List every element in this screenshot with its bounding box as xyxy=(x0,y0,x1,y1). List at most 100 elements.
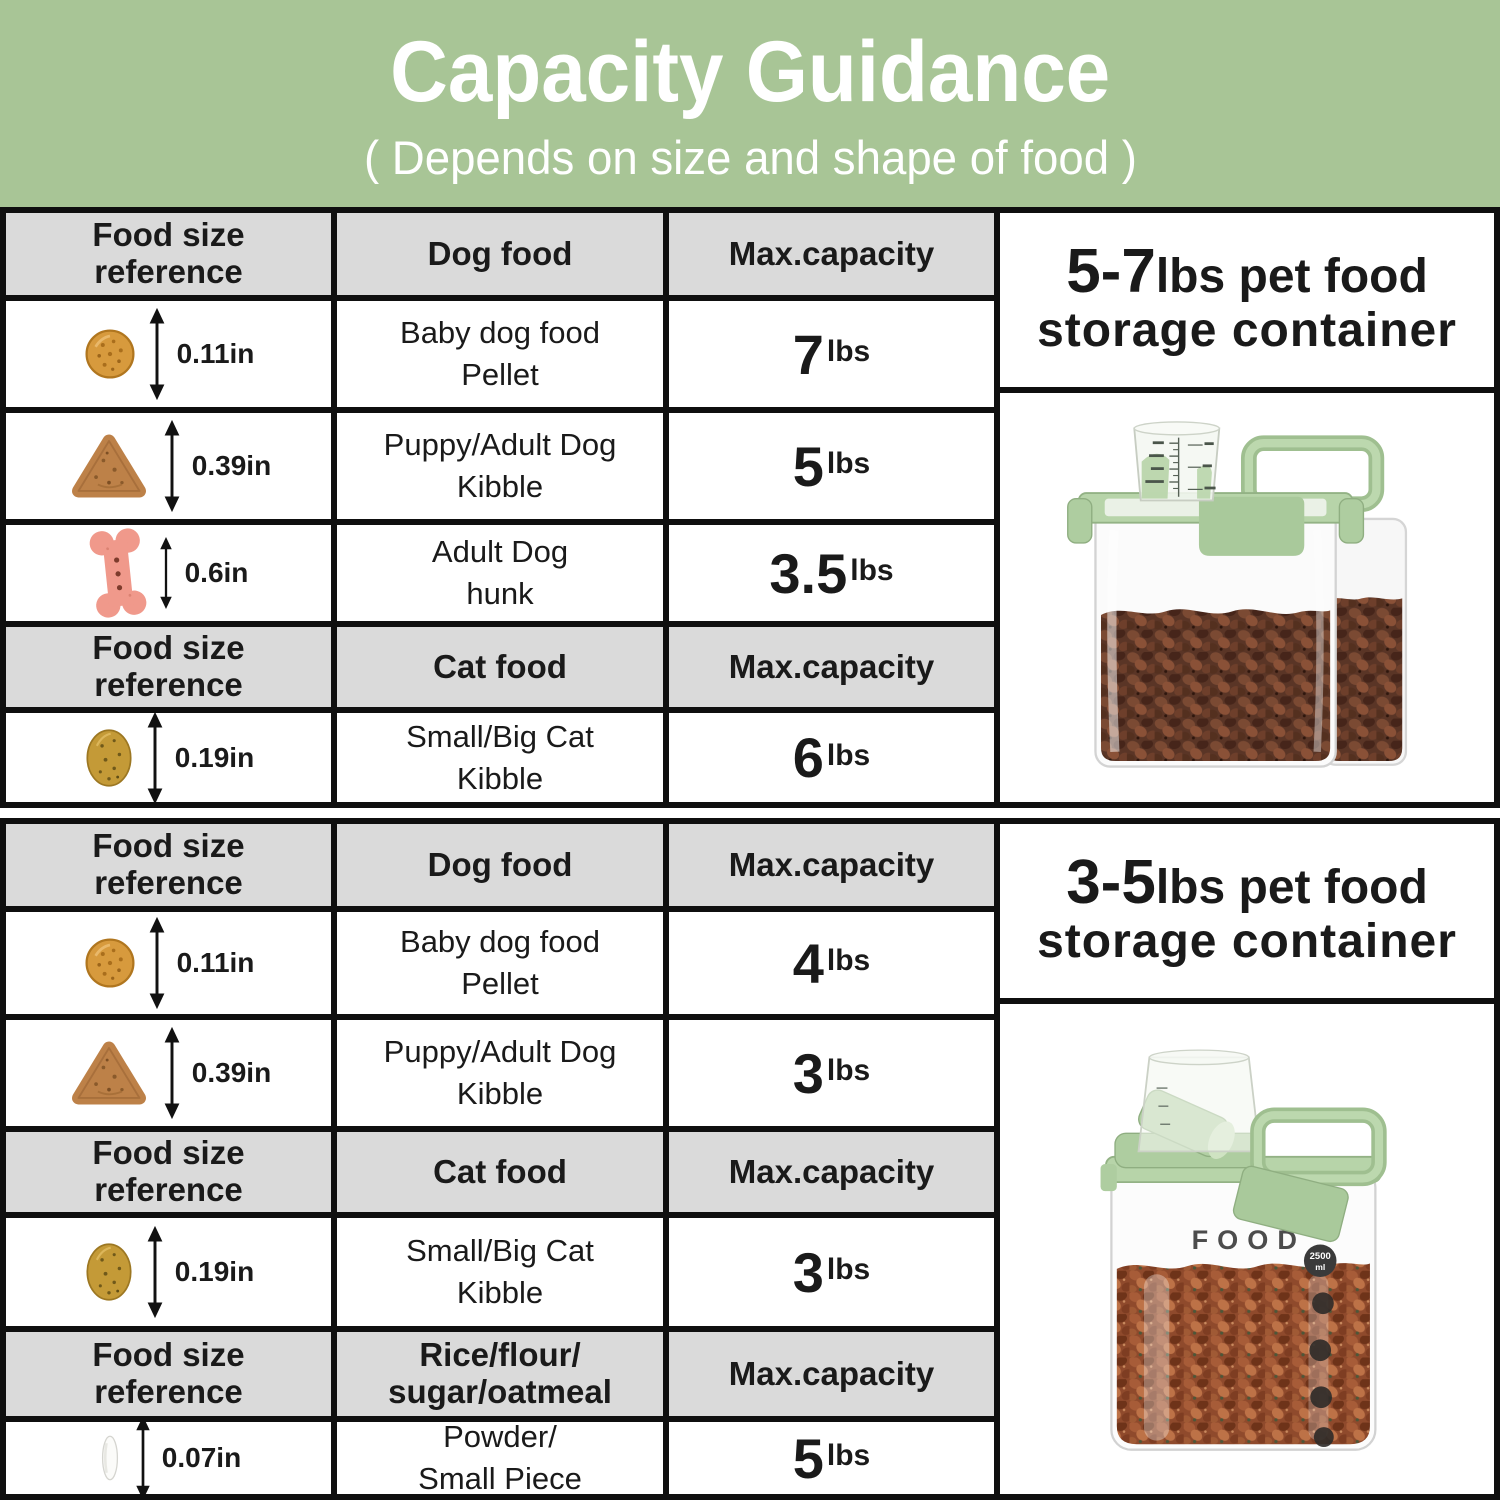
food-size-cell: 0.39in xyxy=(6,413,331,519)
capacity-badge xyxy=(1303,1244,1337,1278)
page-subtitle: ( Depends on size and shape of food ) xyxy=(363,130,1137,184)
food-size-grid-1: Food size reference Dog food Max.capacity… xyxy=(6,213,994,802)
column-header-food-size: Food size reference xyxy=(6,627,331,707)
measure-bracket-icon xyxy=(160,1026,184,1120)
header-line: Food size xyxy=(92,1336,245,1374)
column-header-max-capacity: Max.capacity xyxy=(669,1132,994,1212)
column-header-food-size: Food size reference xyxy=(6,213,331,295)
food-type-line: Small/Big Cat xyxy=(406,1233,594,1269)
pet-food-container-illustration xyxy=(1067,421,1408,768)
header-line: reference xyxy=(94,864,243,901)
food-size-label: 0.11in xyxy=(176,338,255,369)
food-type-line: Adult Dog xyxy=(431,534,569,570)
pellet-icon xyxy=(83,327,137,381)
capacity-table-3-5lbs: Food size reference Dog food Max.capacity… xyxy=(0,818,1500,1500)
capacity-cell: 3 lbs xyxy=(669,1020,994,1126)
column-header-max-capacity: Max.capacity xyxy=(669,213,994,295)
measure-bracket-icon xyxy=(143,1225,167,1319)
capacity-unit: lbs xyxy=(826,738,871,772)
capacity-table-5-7lbs: Food size reference Dog food Max.capacity… xyxy=(0,207,1500,808)
food-size-cell: 0.07in xyxy=(6,1422,331,1494)
panel-title-line2: storage container xyxy=(1037,304,1457,358)
bone-treat-icon xyxy=(84,525,151,621)
triangle-kibble-icon xyxy=(66,429,152,503)
panel-title-rest: lbs pet food xyxy=(1155,861,1428,915)
header-line: reference xyxy=(94,253,243,290)
capacity-cell: 3 lbs xyxy=(669,1218,994,1326)
capacity-value: 6 xyxy=(792,726,824,789)
column-header-cat-food: Cat food xyxy=(337,627,663,707)
food-type-line: Baby dog food xyxy=(400,924,600,960)
capacity-value: 5 xyxy=(792,1426,824,1490)
header-line: sugar/oatmeal xyxy=(388,1373,612,1410)
capacity-cell: 5 lbs xyxy=(669,413,994,519)
food-size-cell: 0.11in xyxy=(6,912,331,1014)
food-type-line: Kibble xyxy=(456,760,544,796)
column-header-dog-food: Dog food xyxy=(337,213,663,295)
food-type-line: Baby dog food xyxy=(400,315,600,351)
panel-title-rest: lbs pet food xyxy=(1155,250,1428,304)
header-line: reference xyxy=(94,1171,243,1208)
capacity-unit: lbs xyxy=(826,447,871,480)
badge-volume: 2500 xyxy=(1310,1251,1331,1262)
food-size-cell: 0.19in xyxy=(6,713,331,802)
capacity-cell: 5 lbs xyxy=(669,1422,994,1494)
measure-bracket-icon xyxy=(145,916,169,1010)
column-header-food-size: Food size reference xyxy=(6,1132,331,1212)
measure-bracket-icon xyxy=(145,307,169,401)
container-photo-3-5lbs: FOOD 2500 ml xyxy=(1000,1004,1494,1494)
food-size-grid-2: Food size reference Dog food Max.capacity… xyxy=(6,824,994,1494)
pet-food-container-illustration: FOOD 2500 ml xyxy=(1100,1049,1387,1451)
column-header-food-size: Food size reference xyxy=(6,1332,331,1416)
header-line: Food size xyxy=(92,216,245,254)
panel-title-line2: storage container xyxy=(1037,915,1457,969)
pellet-icon xyxy=(83,936,137,990)
food-size-label: 0.19in xyxy=(174,1256,255,1287)
header-line: Max.capacity xyxy=(728,234,935,272)
food-size-label: 0.11in xyxy=(176,947,255,978)
food-size-label: 0.07in xyxy=(161,1442,242,1473)
product-panel-3-5lbs: 3-5lbs pet food storage container xyxy=(1000,824,1494,1494)
food-type-line: Pellet xyxy=(461,966,539,1001)
capacity-value: 4 xyxy=(792,931,824,995)
capacity-value: 7 xyxy=(792,322,824,386)
measure-bracket-icon xyxy=(155,537,177,609)
header-line: Rice/flour/ xyxy=(419,1336,581,1374)
capacity-cell: 6 lbs xyxy=(669,713,994,802)
product-panel-5-7lbs: 5-7lbs pet food storage container xyxy=(1000,213,1494,802)
cat-kibble-icon xyxy=(83,725,135,791)
food-type-line: hunk xyxy=(466,576,534,611)
capacity-unit: lbs xyxy=(850,554,894,587)
column-header-max-capacity: Max.capacity xyxy=(669,1332,994,1416)
header-line: Food size xyxy=(92,827,245,865)
header-line: Food size xyxy=(92,629,245,667)
food-type-line: Small/Big Cat xyxy=(406,718,594,754)
measuring-cup xyxy=(1133,421,1221,502)
panel-title-line1: 3-5lbs pet food xyxy=(1066,852,1428,914)
food-type-line: Small Piece xyxy=(418,1461,582,1494)
triangle-kibble-icon xyxy=(66,1036,152,1110)
capacity-unit: lbs xyxy=(826,1054,871,1087)
capacity-unit: lbs xyxy=(826,944,871,977)
capacity-unit: lbs xyxy=(826,1439,871,1472)
column-header-cat-food: Cat food xyxy=(337,1132,663,1212)
food-type-line: Kibble xyxy=(456,1275,544,1310)
capacity-cell: 4 lbs xyxy=(669,912,994,1014)
header-line: Max.capacity xyxy=(728,1152,935,1190)
food-type-line: Pellet xyxy=(461,357,539,392)
panel-title-line1: 5-7lbs pet food xyxy=(1066,241,1428,303)
capacity-value: 3.5 xyxy=(769,541,848,605)
panel-title: 5-7lbs pet food storage container xyxy=(1000,213,1494,387)
capacity-cell: 7 lbs xyxy=(669,301,994,407)
food-type-line: Kibble xyxy=(456,469,544,504)
food-type-line: Puppy/Adult Dog xyxy=(383,427,617,463)
header-line: Max.capacity xyxy=(728,845,935,883)
column-header-food-size: Food size reference xyxy=(6,824,331,906)
food-type-cell: Small/Big Cat Kibble xyxy=(337,713,663,802)
food-type-line: Powder/ xyxy=(443,1422,557,1455)
food-type-cell: Baby dog food Pellet xyxy=(337,301,663,407)
food-type-cell: Adult Dog hunk xyxy=(337,525,663,621)
badge-unit: ml xyxy=(1315,1262,1325,1272)
food-size-cell: 0.19in xyxy=(6,1218,331,1326)
